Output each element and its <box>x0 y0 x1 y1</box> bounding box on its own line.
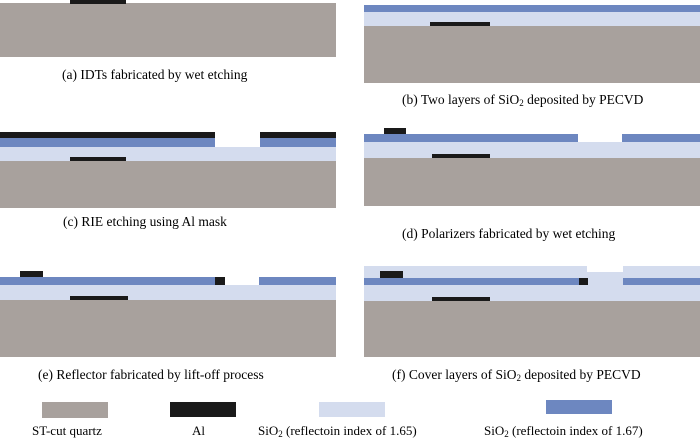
quartz-substrate <box>364 26 700 83</box>
idt-electrode <box>432 297 490 301</box>
sio2-layer-dark-left <box>364 278 587 285</box>
panel-c-cross-section <box>0 132 336 208</box>
panel-b-cross-section <box>364 5 700 83</box>
sio2-cover-middle <box>587 272 623 285</box>
panel-a-cross-section <box>0 0 336 57</box>
legend-swatch-sio2-165 <box>319 402 385 417</box>
legend-label-al: Al <box>192 423 205 438</box>
caption-panel-d: (d) Polarizers fabricated by wet etching <box>402 226 616 241</box>
sio2-layer-dark-left <box>0 138 215 147</box>
polarizer <box>384 128 406 134</box>
al-mask-right <box>260 132 336 138</box>
quartz-substrate <box>364 158 700 206</box>
legend-label-sio2-165: SiO2 (reflectoin index of 1.65) <box>258 423 417 439</box>
sio2-layer-dark-right <box>259 277 336 285</box>
panel-e-cross-section <box>0 271 336 357</box>
idt-electrode <box>432 154 490 158</box>
idt-electrode <box>70 0 126 4</box>
idt-electrode <box>70 157 126 161</box>
quartz-substrate <box>0 161 336 208</box>
sio2-layer-light <box>364 12 700 26</box>
polarizer <box>20 271 43 277</box>
legend-swatch-al <box>170 402 236 417</box>
caption-panel-a: (a) IDTs fabricated by wet etching <box>62 67 248 82</box>
legend-swatch-sio2-167 <box>546 400 612 414</box>
sio2-layer-light <box>0 147 336 161</box>
sio2-layer-dark-right <box>622 134 700 142</box>
quartz-substrate <box>0 300 336 357</box>
sio2-cover-right <box>623 266 700 278</box>
legend-swatch-quartz <box>42 402 108 418</box>
sio2-layer-dark <box>364 5 700 12</box>
sio2-layer-light <box>364 142 700 158</box>
quartz-substrate <box>364 301 700 357</box>
panel-d-cross-section <box>364 128 700 206</box>
idt-electrode <box>70 296 128 300</box>
al-mask-left <box>0 132 215 138</box>
quartz-substrate <box>0 3 336 57</box>
sio2-layer-dark-left <box>0 277 225 285</box>
sio2-layer-dark-left <box>364 134 578 142</box>
legend-label-sio2-167: SiO2 (reflectoin index of 1.67) <box>484 423 643 439</box>
sio2-layer-dark-right <box>260 138 336 147</box>
polarizer <box>380 271 403 278</box>
panel-f-cross-section <box>364 266 700 357</box>
sio2-layer-light <box>0 285 336 300</box>
reflector <box>215 277 225 285</box>
sio2-layer-dark-right <box>623 278 700 285</box>
caption-panel-f: (f) Cover layers of SiO2 deposited by PE… <box>392 367 641 383</box>
caption-panel-b: (b) Two layers of SiO2 deposited by PECV… <box>402 92 644 108</box>
sio2-cover-left <box>364 266 587 278</box>
caption-panel-c: (c) RIE etching using Al mask <box>63 214 227 229</box>
reflector <box>579 278 588 285</box>
idt-electrode <box>430 22 490 26</box>
legend-label-quartz: ST-cut quartz <box>32 423 102 438</box>
sio2-layer-light <box>364 285 700 301</box>
caption-panel-e: (e) Reflector fabricated by lift-off pro… <box>38 367 264 382</box>
